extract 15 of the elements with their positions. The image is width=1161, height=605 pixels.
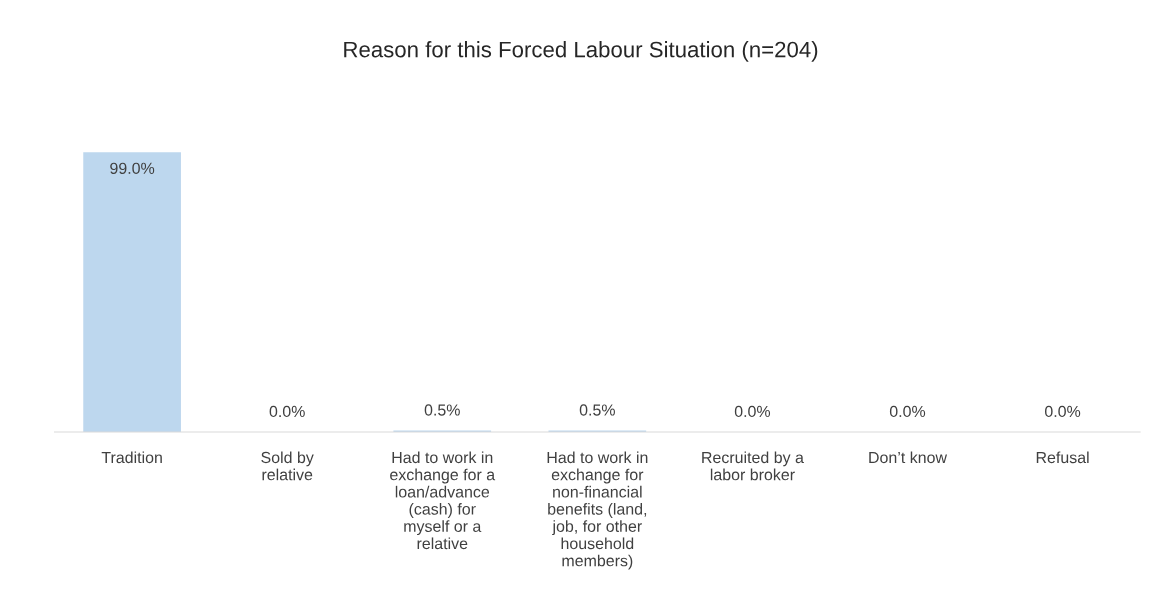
x-tick-label: Recruited by a labor broker <box>702 451 804 481</box>
data-label: 0.5% <box>579 404 615 416</box>
x-tick-label: Sold by relative <box>261 451 314 481</box>
x-tick-label: Tradition <box>101 451 162 464</box>
chart-title: Reason for this Forced Labour Situation (n=204) <box>344 41 818 62</box>
data-label: 99.0% <box>110 162 155 174</box>
data-label: 0.0% <box>1044 405 1081 418</box>
x-tick-label: Had to work in exchange for a loan/advance (cash) for myself or a relative <box>390 451 496 550</box>
data-label: 0.5% <box>424 404 460 416</box>
data-label: 0.0% <box>734 405 771 418</box>
x-tick-label: Had to work in exchange for non-financial benefits (land, job, for other household members) <box>547 451 648 570</box>
data-label: 0.0% <box>889 405 926 418</box>
x-tick-label: Refusal <box>1036 451 1089 464</box>
x-tick-label: Don’t know <box>869 451 948 464</box>
data-label: 0.0% <box>269 405 305 418</box>
